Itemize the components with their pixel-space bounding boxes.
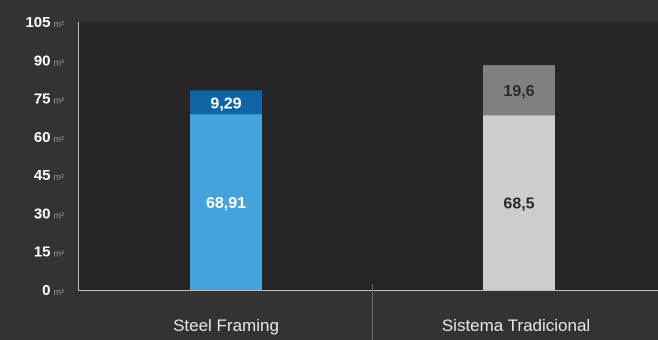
y-tick-label: 30 m² (34, 205, 64, 222)
data-label: 19,6 (503, 83, 534, 100)
bar-segment (483, 115, 555, 291)
category-labels: Steel Framing Sistema Tradicional (173, 316, 590, 335)
y-tick-label: 0 m² (42, 282, 64, 299)
y-tick-label: 60 m² (34, 129, 64, 146)
bars (190, 65, 555, 291)
x-tick-label: Steel Framing (173, 316, 279, 335)
bar-segment (190, 114, 262, 291)
y-tick-label: 15 m² (34, 244, 64, 261)
x-tick-label: Sistema Tradicional (442, 316, 590, 335)
value-labels: 68,91 9,29 68,5 19,6 (206, 83, 535, 212)
y-tick-label: 45 m² (34, 167, 64, 184)
data-label: 9,29 (210, 95, 241, 112)
bar-segment (190, 90, 262, 115)
data-label: 68,5 (503, 196, 534, 213)
y-tick-label: 105 m² (25, 14, 64, 31)
y-tick-label: 75 m² (34, 91, 64, 108)
y-axis-ticks: 0 m² 15 m² 30 m² 45 m² 60 m² 75 m² 90 m² 105 m² (25, 14, 64, 299)
bar-segment (483, 65, 555, 116)
y-tick-label: 90 m² (34, 52, 64, 69)
plot-area (78, 22, 658, 290)
data-label: 68,91 (206, 195, 246, 212)
